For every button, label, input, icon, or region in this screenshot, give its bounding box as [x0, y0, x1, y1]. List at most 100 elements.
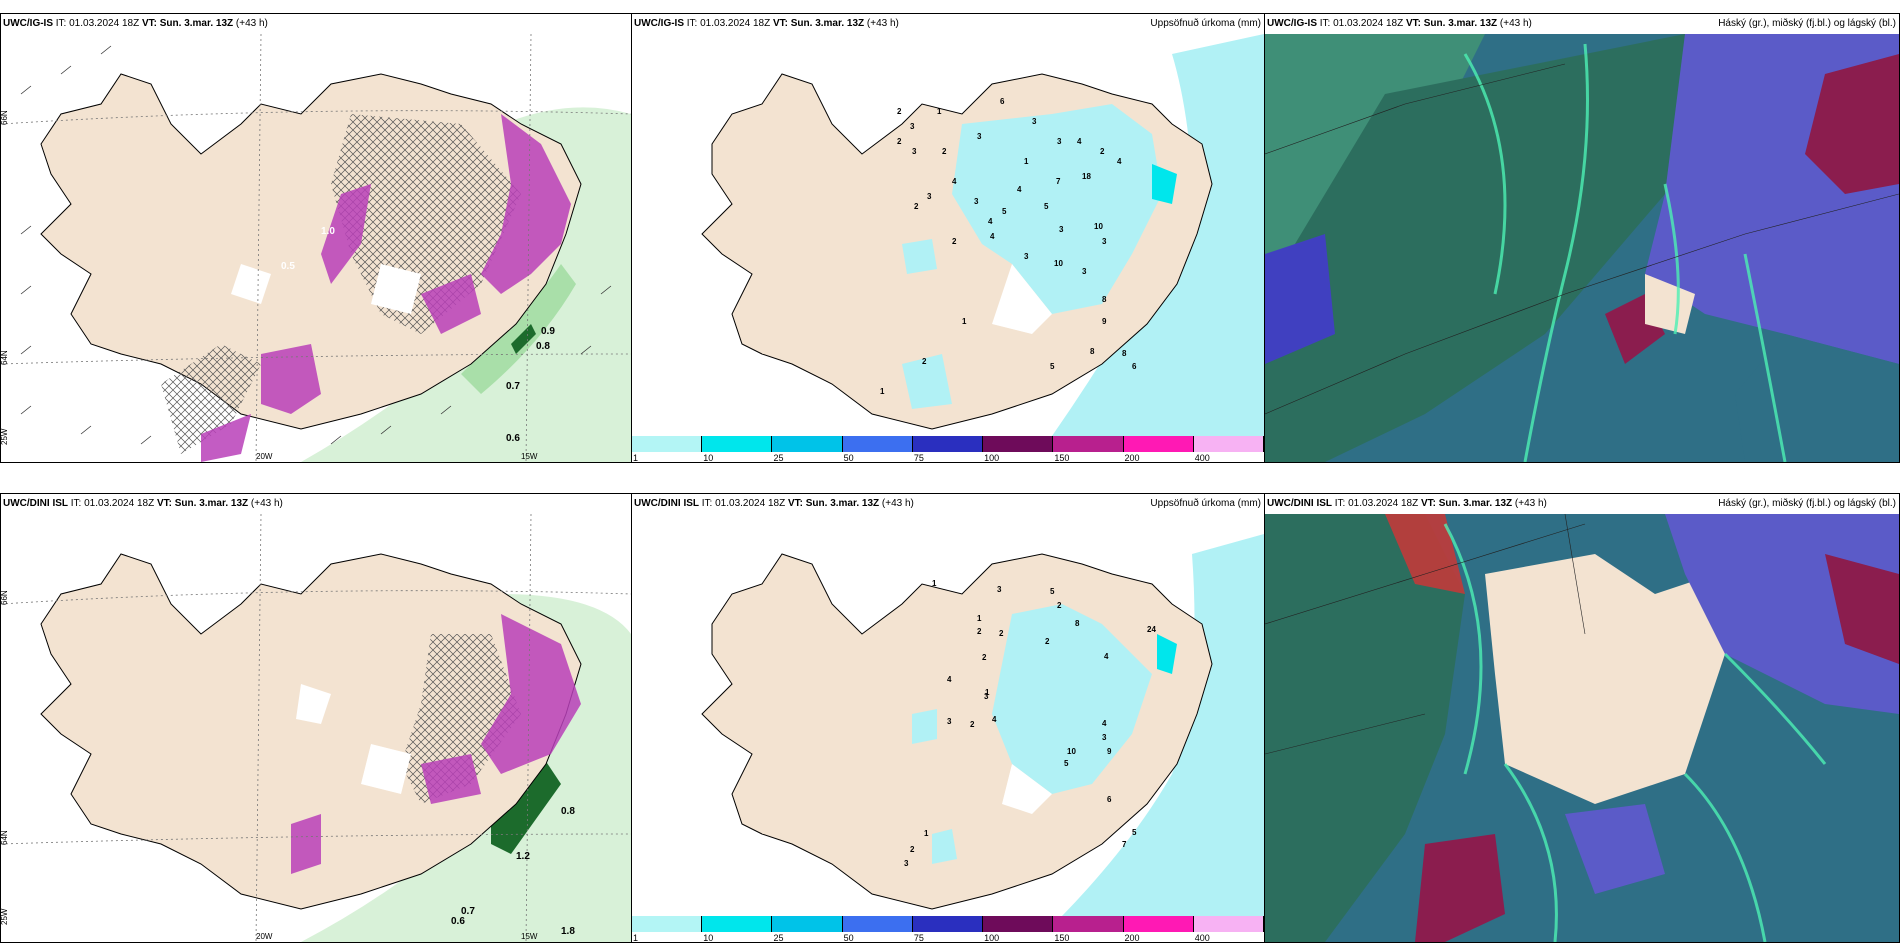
- station-value: 8: [1075, 619, 1080, 628]
- contour-label: 1.2: [516, 851, 530, 862]
- contour-label: 0.8: [561, 806, 575, 817]
- vt-label: VT:: [141, 18, 157, 29]
- contour-label: 0.7: [461, 906, 475, 917]
- contour-label: 0.9: [541, 326, 555, 337]
- it-label: IT:: [701, 498, 713, 509]
- contour-label: 0.8: [536, 341, 550, 352]
- colorbar-tick-label: 400: [1194, 933, 1210, 943]
- it-value: 01.03.2024 18Z: [1333, 18, 1404, 29]
- lat-label: 66N: [1, 110, 9, 125]
- station-value: 2: [914, 202, 919, 211]
- vt-value: Sun. 3.mar. 13Z: [805, 498, 880, 509]
- station-value: 10: [1094, 222, 1103, 231]
- lat-label: 66N: [1, 590, 9, 605]
- station-value: 2: [910, 845, 915, 854]
- station-value: 4: [990, 232, 995, 241]
- panel-igis-precip: UWC/IG-IS IT: 01.03.2024 18Z VT: Sun. 3.…: [631, 13, 1265, 463]
- contour-label: 0.5: [281, 261, 295, 272]
- station-value: 5: [1050, 362, 1055, 371]
- station-value: 2: [1100, 147, 1105, 156]
- lead-time: (+43 h): [881, 498, 914, 509]
- panel-header: UWC/IG-IS IT: 01.03.2024 18Z VT: Sun. 3.…: [3, 18, 268, 29]
- station-value: 10: [1067, 747, 1076, 756]
- it-label: IT:: [55, 18, 67, 29]
- it-label: IT:: [686, 18, 698, 29]
- lon-label: 20W: [256, 452, 273, 461]
- station-value: 1: [932, 579, 937, 588]
- colorbar-tick-label: 100: [984, 453, 1000, 463]
- lat-label: 25W: [1, 428, 9, 445]
- vt-label: VT:: [1420, 498, 1436, 509]
- colorbar-swatch: [632, 436, 703, 452]
- vt-label: VT:: [1405, 18, 1421, 29]
- station-value: 5: [1064, 759, 1069, 768]
- station-value: 1: [985, 688, 990, 697]
- colorbar-tick-label: 150: [1054, 453, 1070, 463]
- colorbar-swatch: [702, 916, 773, 932]
- station-value: 1: [924, 829, 929, 838]
- panel-header: UWC/DINI ISL IT: 01.03.2024 18Z VT: Sun.…: [3, 498, 283, 509]
- station-value: 2: [970, 720, 975, 729]
- station-value: 8: [1102, 295, 1107, 304]
- it-value: 01.03.2024 18Z: [84, 498, 155, 509]
- station-value: 4: [1017, 185, 1022, 194]
- station-value: 4: [947, 675, 952, 684]
- colorbar-swatch: [1193, 916, 1264, 932]
- colorbar-tick-label: 10: [703, 933, 714, 943]
- lead-time: (+43 h): [250, 498, 283, 509]
- station-value: 5: [1044, 202, 1049, 211]
- panel-dini-precip: UWC/DINI ISL IT: 01.03.2024 18Z VT: Sun.…: [631, 493, 1265, 943]
- station-value: 3: [974, 197, 979, 206]
- panel-dini-clouds: UWC/DINI ISL IT: 01.03.2024 18Z VT: Sun.…: [1264, 493, 1900, 943]
- station-value: 2: [1045, 637, 1050, 646]
- colorbar-tick-label: 100: [984, 933, 1000, 943]
- vt-label: VT:: [156, 498, 172, 509]
- colorbar-tick-label: 200: [1124, 453, 1140, 463]
- colorbar-swatch: [702, 436, 773, 452]
- vt-value: Sun. 3.mar. 13Z: [790, 18, 865, 29]
- station-value: 1: [937, 107, 942, 116]
- station-value: 3: [1082, 267, 1087, 276]
- station-value: 4: [952, 177, 957, 186]
- station-value: 8: [1122, 349, 1127, 358]
- it-label: IT:: [1319, 18, 1331, 29]
- panel-title: Uppsöfnuð úrkoma (mm): [1150, 498, 1261, 509]
- station-value: 7: [1056, 177, 1061, 186]
- contour-label: 1.8: [561, 926, 575, 937]
- colorbar-swatch: [983, 436, 1054, 452]
- station-value: 2: [999, 629, 1004, 638]
- station-value: 2: [897, 107, 902, 116]
- it-value: 01.03.2024 18Z: [715, 498, 786, 509]
- station-value: 2: [982, 653, 987, 662]
- station-value: 4: [1117, 157, 1122, 166]
- it-value: 01.03.2024 18Z: [1348, 498, 1419, 509]
- colorbar-swatch: [1123, 916, 1194, 932]
- colorbar-swatch: [1053, 436, 1124, 452]
- panel-title: Háský (gr.), miðský (fj.bl.) og lágský (…: [1718, 498, 1896, 509]
- station-value: 1: [977, 614, 982, 623]
- lon-label: 20W: [256, 932, 273, 941]
- it-label: IT:: [70, 498, 82, 509]
- model-name: UWC/DINI ISL: [3, 498, 68, 509]
- colorbar-swatch: [632, 916, 703, 932]
- panel-igis-clouds: UWC/IG-IS IT: 01.03.2024 18Z VT: Sun. 3.…: [1264, 13, 1900, 463]
- lat-label: 25W: [1, 908, 9, 925]
- station-value: 9: [1102, 317, 1107, 326]
- station-value: 3: [947, 717, 952, 726]
- lat-label: 64N: [1, 830, 9, 845]
- colorbar-swatch: [1123, 436, 1194, 452]
- station-value: 7: [1122, 840, 1127, 849]
- model-name: UWC/IG-IS: [1267, 18, 1317, 29]
- station-value: 5: [1050, 587, 1055, 596]
- station-value: 3: [904, 859, 909, 868]
- station-value: 8: [1090, 347, 1095, 356]
- station-value: 1: [1024, 157, 1029, 166]
- colorbar-tick-label: 1: [633, 933, 639, 943]
- contour-label: 0.6: [506, 433, 520, 444]
- station-value: 10: [1054, 259, 1063, 268]
- it-value: 01.03.2024 18Z: [700, 18, 771, 29]
- panel-header: UWC/IG-IS IT: 01.03.2024 18Z VT: Sun. 3.…: [1267, 18, 1532, 29]
- colorbar-tick-label: 50: [843, 933, 854, 943]
